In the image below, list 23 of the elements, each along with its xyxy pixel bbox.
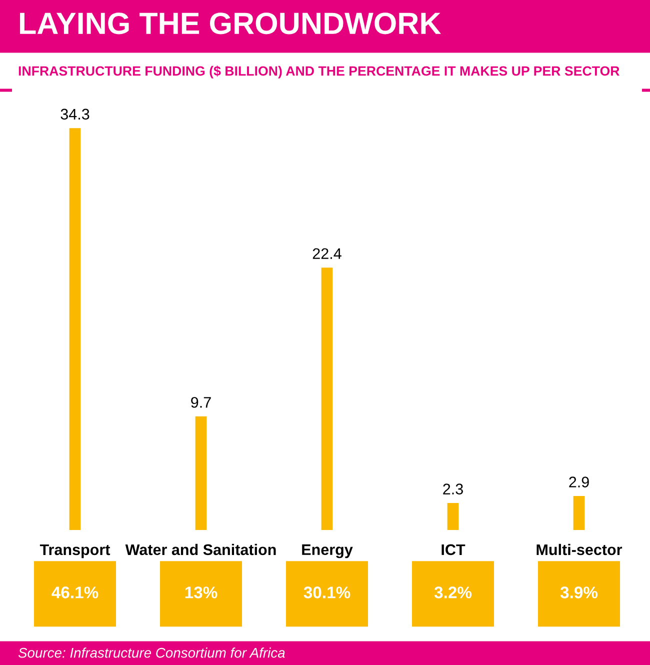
chart-subtitle: INFRASTRUCTURE FUNDING ($ BILLION) AND THE PERCENTAGE IT MAKES UP PER SECTOR	[18, 66, 620, 78]
data-label: 34.3	[60, 108, 90, 120]
text: 46.1%	[52, 586, 98, 598]
x-tick-label: ICT	[442, 544, 466, 556]
data-label: 2.3	[443, 484, 463, 494]
bar	[195, 416, 207, 530]
text: 13%	[185, 586, 218, 598]
bar	[573, 496, 585, 530]
x-tick-label: Multi-sector	[536, 544, 622, 556]
bar	[321, 268, 333, 530]
bar	[447, 503, 459, 530]
bar	[69, 128, 81, 530]
data-label: 22.4	[312, 248, 342, 259]
x-tick-label: Water and Sanitation	[125, 544, 276, 556]
text: 30.1%	[304, 586, 350, 598]
data-label: 2.9	[569, 476, 589, 488]
text: 3.9%	[560, 586, 598, 598]
x-tick-label: Transport	[40, 544, 110, 558]
chart-title: LAYING THE GROUNDWORK	[20, 12, 441, 34]
source-note: Source: Infrastructure Consortium for Africa	[18, 648, 285, 658]
data-label: 9.7	[191, 396, 211, 408]
x-tick-label: Energy	[302, 544, 353, 558]
text: 3.2%	[434, 586, 472, 598]
